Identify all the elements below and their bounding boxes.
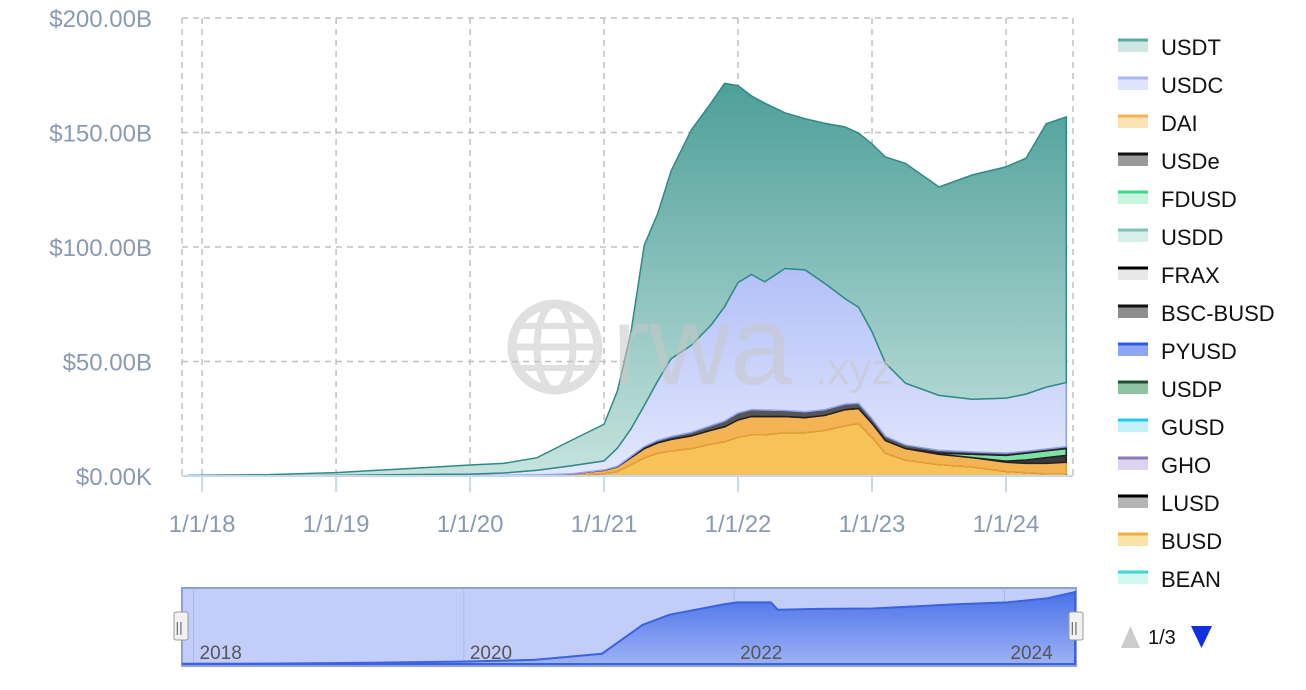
legend-item-pyusd[interactable]: PYUSD bbox=[1118, 339, 1237, 364]
legend-label: USDe bbox=[1161, 149, 1220, 174]
legend-item-lusd[interactable]: LUSD bbox=[1118, 491, 1220, 516]
legend-item-dai[interactable]: DAI bbox=[1118, 111, 1198, 136]
navigator-year-label: 2022 bbox=[740, 643, 782, 664]
navigator-left-handle[interactable]: || bbox=[173, 611, 189, 641]
legend-swatch bbox=[1118, 382, 1148, 394]
legend-item-usde[interactable]: USDe bbox=[1118, 149, 1220, 174]
navigator-right-handle[interactable]: || bbox=[1068, 611, 1084, 641]
stacked-areas bbox=[187, 82, 1068, 477]
x-tick-label: 1/1/19 bbox=[303, 511, 370, 538]
navigator-year-label: 2024 bbox=[1010, 643, 1053, 664]
legend-swatch bbox=[1118, 572, 1148, 584]
legend-next-arrow-icon[interactable] bbox=[1191, 626, 1212, 648]
legend-label: BEAN bbox=[1161, 567, 1221, 592]
navigator-year-label: 2018 bbox=[200, 643, 242, 664]
legend-label: USDP bbox=[1161, 377, 1222, 402]
series-area-usdt[interactable] bbox=[187, 82, 1068, 477]
x-tick-label: 1/1/24 bbox=[973, 511, 1040, 538]
legend-label: FDUSD bbox=[1161, 187, 1237, 212]
watermark-text: rwa bbox=[612, 283, 793, 408]
legend-label: GHO bbox=[1161, 453, 1211, 478]
y-tick-label: $100.00B bbox=[49, 235, 152, 262]
y-tick-label: $200.00B bbox=[49, 6, 152, 33]
legend-label: BSC-BUSD bbox=[1161, 301, 1275, 326]
navigator-year-label: 2020 bbox=[470, 643, 512, 664]
legend-swatch bbox=[1118, 420, 1148, 432]
navigator-right-handle-grip: || bbox=[1071, 619, 1078, 635]
legend-item-usdd[interactable]: USDD bbox=[1118, 225, 1223, 250]
legend-swatch bbox=[1118, 344, 1148, 356]
legend-label: BUSD bbox=[1161, 529, 1222, 554]
legend-swatch bbox=[1118, 40, 1148, 52]
legend-item-usdp[interactable]: USDP bbox=[1118, 377, 1222, 402]
legend-swatch bbox=[1118, 496, 1148, 508]
y-tick-label: $50.00B bbox=[63, 350, 152, 377]
x-tick-label: 1/1/22 bbox=[705, 511, 772, 538]
watermark-suffix: .xyz bbox=[815, 345, 893, 394]
legend-item-usdt[interactable]: USDT bbox=[1118, 35, 1221, 60]
navigator-labels: 2018 2020 2022 2024 bbox=[200, 643, 1054, 664]
range-navigator[interactable]: 2018 2020 2022 2024 || || bbox=[173, 587, 1084, 667]
legend-swatch bbox=[1118, 154, 1148, 166]
legend-prev-arrow-icon[interactable] bbox=[1121, 626, 1140, 648]
x-tick-label: 1/1/21 bbox=[571, 511, 638, 538]
legend-item-busd[interactable]: BUSD bbox=[1118, 529, 1222, 554]
x-axis-ticks: 1/1/18 1/1/19 1/1/20 1/1/21 1/1/22 1/1/23 1/1/… bbox=[169, 476, 1040, 538]
legend-pager: 1/3 bbox=[1121, 626, 1212, 649]
legend-item-gusd[interactable]: GUSD bbox=[1118, 415, 1225, 440]
legend-swatch bbox=[1118, 192, 1148, 204]
navigator-series-area bbox=[182, 590, 1076, 665]
legend-swatch bbox=[1118, 306, 1148, 318]
navigator-left-handle-grip: || bbox=[176, 619, 183, 635]
legend-label: LUSD bbox=[1161, 491, 1220, 516]
legend-item-fdusd[interactable]: FDUSD bbox=[1118, 187, 1237, 212]
legend-swatch bbox=[1118, 534, 1148, 546]
legend-swatch bbox=[1118, 78, 1148, 90]
legend-item-bsc-busd[interactable]: BSC-BUSD bbox=[1118, 301, 1275, 326]
legend-swatch bbox=[1118, 458, 1148, 470]
legend-label: DAI bbox=[1161, 111, 1198, 136]
watermark: rwa .xyz bbox=[507, 283, 893, 408]
legend-label: GUSD bbox=[1161, 415, 1225, 440]
y-tick-label: $0.00K bbox=[76, 464, 152, 491]
legend-page-indicator: 1/3 bbox=[1148, 627, 1176, 649]
y-tick-label: $150.00B bbox=[49, 121, 152, 148]
legend-item-frax[interactable]: FRAX bbox=[1118, 263, 1220, 288]
legend-label: FRAX bbox=[1161, 263, 1220, 288]
legend-label: USDC bbox=[1161, 73, 1223, 98]
x-tick-label: 1/1/18 bbox=[169, 511, 236, 538]
x-tick-label: 1/1/20 bbox=[437, 511, 504, 538]
legend-label: PYUSD bbox=[1161, 339, 1237, 364]
legend-swatch bbox=[1118, 116, 1148, 128]
y-axis-ticks: $200.00B $150.00B $100.00B $50.00B $0.00K bbox=[49, 6, 152, 491]
legend-item-bean[interactable]: BEAN bbox=[1118, 567, 1221, 592]
legend-label: USDT bbox=[1161, 35, 1221, 60]
legend-label: USDD bbox=[1161, 225, 1223, 250]
legend-swatch bbox=[1118, 230, 1148, 242]
x-tick-label: 1/1/23 bbox=[839, 511, 906, 538]
legend: USDT USDC DAI USDe FDUSD USDD FRAX BSC-BUSD PYUS… bbox=[1118, 35, 1275, 592]
legend-item-gho[interactable]: GHO bbox=[1118, 453, 1211, 478]
globe-icon bbox=[507, 299, 603, 395]
legend-item-usdc[interactable]: USDC bbox=[1118, 73, 1223, 98]
legend-swatch bbox=[1118, 268, 1148, 280]
